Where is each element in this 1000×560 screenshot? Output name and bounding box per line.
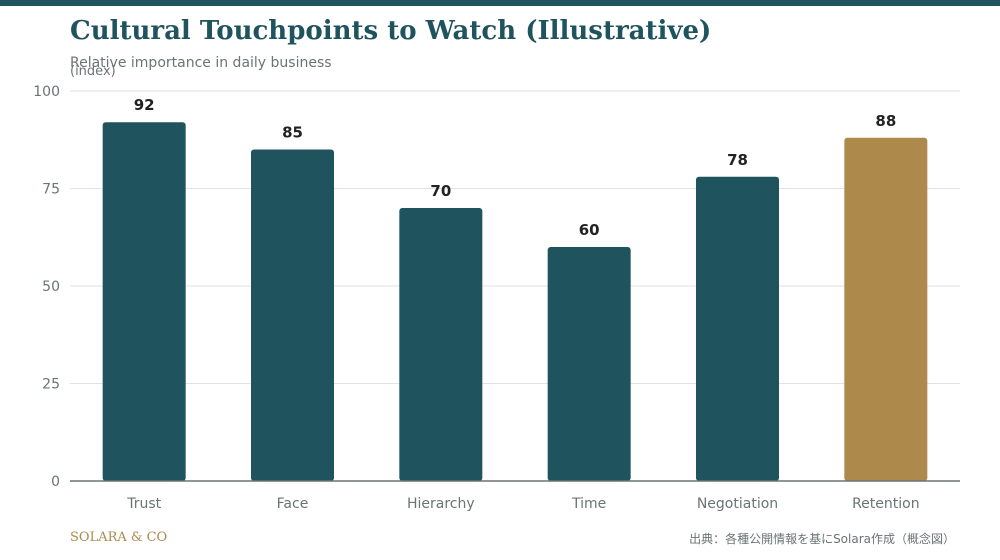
top-accent-bar — [0, 0, 1000, 6]
chart-title: Cultural Touchpoints to Watch (Illustrat… — [70, 16, 712, 46]
x-tick-label: Negotiation — [697, 496, 778, 512]
x-tick-label: Trust — [126, 496, 161, 512]
y-tick-label: 0 — [51, 474, 60, 490]
y-axis-label: (index) — [70, 64, 116, 79]
chart-subtitle: Relative importance in daily business — [70, 55, 332, 71]
data-label: 88 — [875, 112, 896, 130]
bar-trust — [102, 122, 186, 481]
y-tick-label: 50 — [42, 279, 60, 295]
x-tick-label: Time — [571, 496, 606, 512]
data-label: 92 — [134, 96, 155, 114]
y-tick-label: 25 — [42, 377, 60, 393]
x-tick-label: Retention — [852, 496, 920, 512]
data-label: 60 — [579, 221, 600, 239]
x-tick-label: Face — [277, 496, 309, 512]
x-tick-label: Hierarchy — [407, 496, 475, 512]
data-label: 85 — [282, 124, 303, 142]
bar-face — [251, 149, 334, 481]
y-tick-label: 100 — [33, 84, 60, 100]
data-label: 70 — [430, 182, 451, 200]
source-note: 出典：各種公開情報を基にSolara作成（概念図） — [689, 532, 955, 546]
bar-time — [547, 247, 631, 481]
y-tick-label: 75 — [42, 182, 60, 198]
data-label: 78 — [727, 151, 748, 169]
bar-negotiation — [696, 176, 779, 482]
bar-retention — [844, 137, 928, 482]
brand-logo-text: SOLARA & CO — [70, 530, 168, 545]
bar-hierarchy — [399, 208, 483, 481]
